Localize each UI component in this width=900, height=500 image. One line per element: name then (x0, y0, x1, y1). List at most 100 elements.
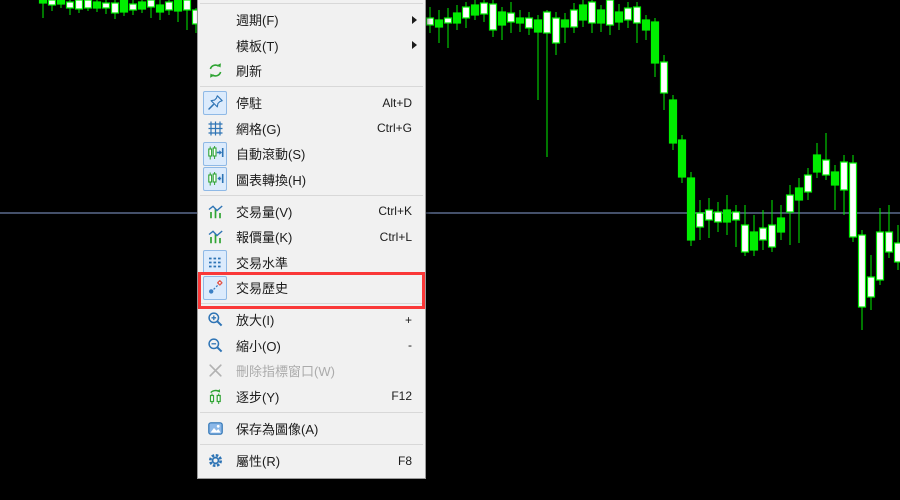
menu-item-period[interactable]: 週期(F) (198, 7, 425, 32)
menu-shortcut: F8 (397, 453, 412, 468)
menu-shortcut: F12 (391, 389, 412, 404)
candle-body (875, 231, 885, 281)
menu-item-label: 刪除指標窗口(W) (236, 364, 335, 380)
menu-item-properties[interactable]: 屬性(R) F8 (198, 448, 425, 473)
menu-item-refresh[interactable]: 刷新 (198, 58, 425, 83)
candle-body (542, 11, 552, 34)
candle-body (56, 0, 66, 5)
candle-body (65, 1, 75, 9)
candle-body (425, 17, 435, 26)
candle-body (434, 19, 444, 28)
candle-body (146, 0, 156, 8)
candle-body (92, 1, 102, 9)
menu-item-label: 縮小(O) (236, 338, 281, 354)
price-line (0, 212, 900, 214)
candle-body (182, 0, 192, 11)
candle-body (497, 11, 507, 26)
menu-item-label: 自動滾動(S) (236, 147, 306, 163)
candle-body (758, 227, 768, 241)
save-image-icon (203, 417, 227, 441)
candle-body (785, 194, 795, 213)
zoom-in-icon (203, 308, 227, 332)
candle-body (38, 0, 48, 4)
candle-body (569, 9, 579, 28)
candle-body (821, 159, 831, 176)
menu-item-tick-volumes[interactable]: 報價量(K) Ctrl+L (198, 224, 425, 249)
menu-item-save-as-picture[interactable]: 保存為圖像(A) (198, 416, 425, 441)
candle-body (812, 154, 822, 173)
candle-body (731, 211, 741, 221)
candle-body (560, 19, 570, 28)
candle-body (101, 2, 111, 9)
candle-body (650, 21, 660, 64)
candle-body (578, 4, 588, 21)
candle-body (677, 139, 687, 178)
menu-item-label: 網格(G) (236, 121, 281, 137)
candle-body (614, 11, 624, 23)
menu-item-zoom-out[interactable]: 縮小(O) - (198, 333, 425, 358)
menu-item-label: 放大(I) (236, 313, 275, 329)
menu-shortcut: Alt+D (382, 95, 412, 110)
chart-shift-icon (203, 167, 227, 192)
step-icon (203, 384, 227, 408)
candle-body (866, 276, 876, 298)
menu-separator (200, 194, 423, 196)
candle-body (686, 177, 696, 241)
menu-item-trade-levels[interactable]: 交易水準 (198, 250, 425, 275)
menu-item-label: 保存為圖像(A) (236, 422, 319, 438)
candle-body (704, 209, 714, 221)
menu-item-volumes[interactable]: 交易量(V) Ctrl+K (198, 199, 425, 224)
menu-item-delete-indicator-window: 刪除指標窗口(W) (198, 358, 425, 383)
candle-body (164, 1, 174, 11)
candle-body (839, 161, 849, 191)
menu-item-zoom-in[interactable]: 放大(I) + (198, 307, 425, 332)
candle-body (470, 4, 480, 16)
menu-item-template[interactable]: 模板(T) (198, 32, 425, 57)
candle-body (479, 2, 489, 15)
candle-body (641, 19, 651, 31)
menu-item-label: 圖表轉換(H) (236, 172, 307, 188)
autoscroll-icon (203, 141, 227, 166)
submenu-arrow-icon (412, 41, 417, 50)
menu-item-dock[interactable]: 停駐 Alt+D (198, 90, 425, 115)
menu-separator (200, 444, 423, 446)
candle-body (848, 162, 858, 238)
volumes-icon (203, 225, 227, 249)
zoom-out-icon (203, 333, 227, 357)
candle-body (857, 234, 867, 308)
trade-history-icon (203, 275, 227, 300)
candle-body (83, 0, 93, 9)
pin-icon (203, 90, 227, 115)
menu-item-grid[interactable]: 網格(G) Ctrl+G (198, 116, 425, 141)
menu-item-label: 逐步(Y) (236, 389, 280, 405)
menu-separator (200, 303, 423, 305)
candle-body (137, 1, 147, 10)
menu-item-label: 報價量(K) (236, 230, 293, 246)
icon-slot-empty (203, 33, 227, 57)
refresh-icon (203, 58, 227, 82)
candle-body (884, 231, 894, 253)
candle-body (488, 3, 498, 31)
candle-body (74, 0, 84, 10)
menu-item-trade-history[interactable]: 交易歷史 (198, 275, 425, 300)
menu-item-label: 模板(T) (236, 38, 279, 54)
menu-shortcut: Ctrl+K (378, 204, 412, 219)
candle-body (587, 1, 597, 24)
candle-body (515, 17, 525, 24)
menu-item-label: 刷新 (236, 63, 263, 79)
menu-item-autoscroll[interactable]: 自動滾動(S) (198, 141, 425, 166)
candle-body (119, 0, 129, 13)
candle-body (443, 17, 453, 24)
menu-item-label: 交易量(V) (236, 204, 293, 220)
menu-separator (200, 411, 423, 413)
menu-item-label: 屬性(R) (236, 454, 281, 470)
candle-body (668, 99, 678, 144)
menu-item-step-by-step[interactable]: 逐步(Y) F12 (198, 383, 425, 408)
candle-body (776, 217, 786, 233)
candle-body (524, 17, 534, 29)
menu-item-chart-shift[interactable]: 圖表轉換(H) (198, 166, 425, 192)
volumes-icon (203, 199, 227, 223)
candle-body (695, 212, 705, 228)
submenu-arrow-icon (412, 15, 417, 24)
